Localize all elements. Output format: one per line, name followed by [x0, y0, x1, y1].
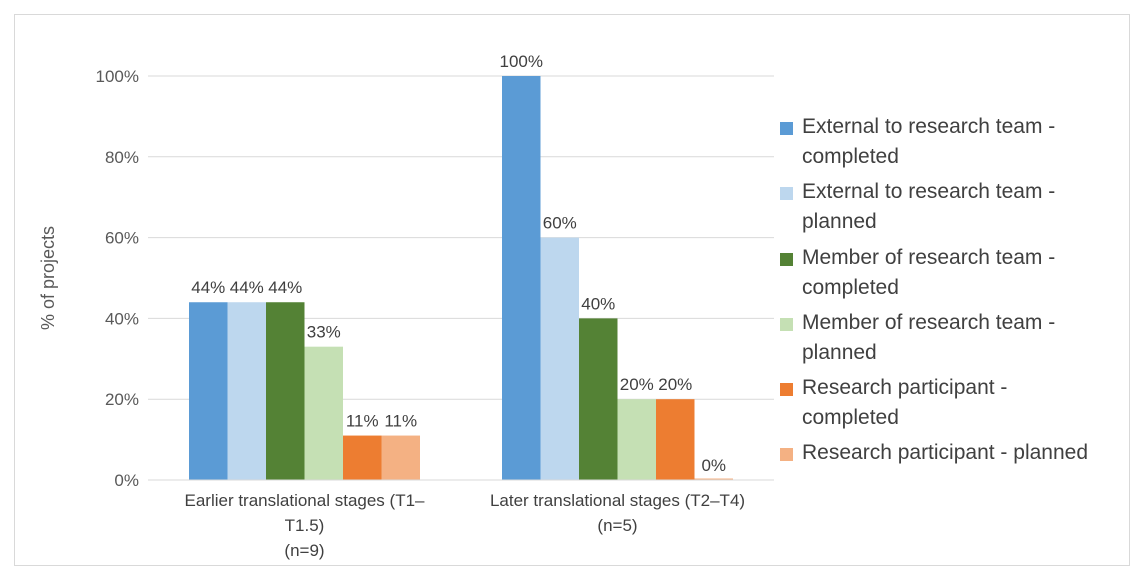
legend-label-line: External to research team - — [802, 180, 1056, 204]
bar — [189, 302, 228, 480]
legend-swatch — [780, 383, 793, 397]
legend-label-line: Member of research team - — [802, 245, 1056, 269]
legend-label-line: Member of research team - — [802, 310, 1056, 334]
bar — [656, 399, 695, 480]
data-label: 11% — [384, 412, 417, 431]
legend-item: Research participant - completed — [780, 373, 1130, 438]
bar — [540, 237, 579, 480]
legend-item: Research participant - planned — [780, 438, 1130, 503]
data-label: 40% — [581, 294, 615, 313]
legend-label: Member of research team - completed — [802, 243, 1122, 303]
x-category-label: T1.5) — [285, 516, 325, 535]
legend-label-line: completed — [802, 145, 899, 168]
legend-label-line: External to research team - — [802, 115, 1056, 138]
data-label: 60% — [543, 214, 577, 233]
legend-item: External to research team - completed — [780, 112, 1130, 177]
legend-label: External to research team - completed — [802, 112, 1122, 172]
legend-item: Member of research team - planned — [780, 308, 1130, 373]
data-label: 0% — [701, 456, 726, 475]
data-label: 44% — [191, 278, 225, 297]
legend-item: Member of research team - completed — [780, 243, 1130, 308]
legend-label-line: Research participant - planned — [802, 441, 1089, 465]
chart-legend: External to research team - completed Exte… — [780, 112, 1130, 504]
y-tick-label: 100% — [96, 67, 139, 86]
y-tick-label: 80% — [105, 148, 139, 167]
legend-swatch — [780, 122, 793, 135]
x-category-label: Later translational stages (T2–T4) — [490, 491, 745, 510]
data-label: 20% — [658, 375, 692, 394]
legend-item: External to research team - planned — [780, 177, 1130, 242]
data-label: 44% — [268, 278, 302, 297]
legend-swatch — [780, 252, 793, 266]
data-label: 11% — [346, 412, 379, 431]
legend-label-line: planned — [802, 340, 877, 364]
bar — [266, 302, 305, 480]
data-label: 100% — [500, 52, 543, 71]
x-category-label: (n=5) — [597, 516, 637, 535]
data-label: 44% — [230, 278, 264, 297]
legend-label-line: completed — [802, 275, 899, 299]
bar — [502, 76, 541, 480]
legend-label-line: planned — [802, 210, 877, 234]
bar — [304, 346, 343, 480]
legend-swatch — [780, 317, 793, 331]
y-tick-label: 20% — [105, 390, 139, 409]
legend-swatch — [780, 187, 793, 201]
bar — [617, 399, 656, 480]
legend-label-line: Research participant - — [802, 376, 1008, 400]
x-category-label: Earlier translational stages (T1– — [184, 491, 425, 510]
legend-label: Research participant - planned — [802, 438, 1122, 468]
bar — [381, 435, 420, 480]
y-tick-label: 60% — [105, 229, 139, 248]
bar — [227, 302, 266, 480]
y-tick-label: 40% — [105, 309, 139, 328]
y-tick-label: 0% — [114, 471, 139, 490]
legend-label: Member of research team - planned — [802, 308, 1122, 368]
legend-swatch — [780, 448, 793, 462]
bar — [579, 318, 618, 480]
x-category-label: (n=9) — [284, 541, 324, 560]
data-label: 33% — [307, 323, 341, 342]
legend-label: Research participant - completed — [802, 373, 1122, 433]
legend-label: External to research team - planned — [802, 177, 1122, 237]
legend-label-line: completed — [802, 406, 899, 430]
bar — [694, 478, 733, 480]
y-axis-title: % of projects — [38, 226, 58, 330]
data-label: 20% — [620, 375, 654, 394]
bar — [343, 435, 382, 480]
